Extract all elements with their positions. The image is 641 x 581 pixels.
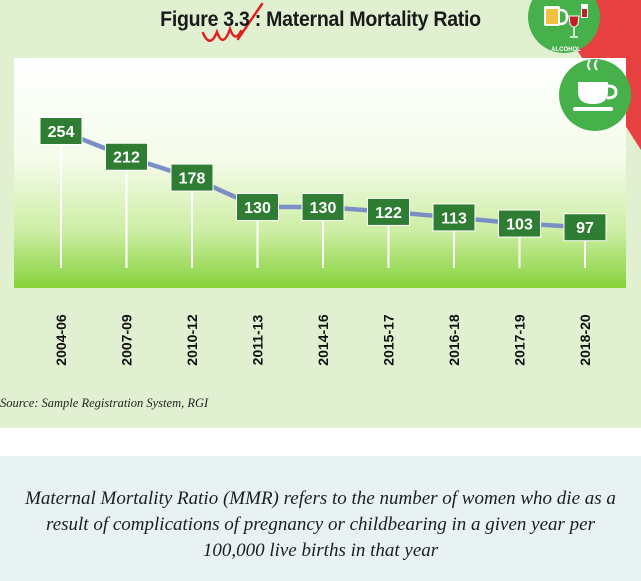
x-tick-2017-19: 2017-19 xyxy=(512,314,528,366)
x-tick-labels: 2004-06 2007-09 2010-12 2011-13 2014-16 2015-… xyxy=(53,314,593,366)
data-label-2011-13: 130 xyxy=(236,193,279,222)
data-label-box-2011-13 xyxy=(236,193,279,222)
x-tick-2004-06: 2004-06 xyxy=(53,314,69,366)
data-label-text-2004-06: 254 xyxy=(48,124,75,141)
alcohol-badge: ALCOHOL xyxy=(528,0,600,53)
data-label-text-2018-20: 97 xyxy=(576,220,594,237)
x-tick-2018-20: 2018-20 xyxy=(577,314,593,366)
data-label-2004-06: 254 xyxy=(39,117,83,145)
definition-panel xyxy=(0,456,641,581)
data-label-box-2007-09 xyxy=(105,142,148,171)
x-tick-2007-09: 2007-09 xyxy=(119,314,135,366)
data-label-text-2014-16: 130 xyxy=(310,200,337,217)
data-label-text-2011-13: 130 xyxy=(244,200,271,217)
data-label-2015-17: 122 xyxy=(367,197,410,226)
data-label-box-2010-12 xyxy=(170,163,214,192)
data-label-box-2017-19 xyxy=(498,209,541,238)
data-labels: 254 212 178 130 130 122 113 103 97 xyxy=(39,117,607,242)
data-label-box-2018-20 xyxy=(563,213,607,242)
data-label-2010-12: 178 xyxy=(170,163,214,192)
data-label-box-2015-17 xyxy=(367,197,410,226)
x-tick-2014-16: 2014-16 xyxy=(315,314,331,366)
alcohol-badge-label: ALCOHOL xyxy=(551,47,581,53)
data-label-box-2004-06 xyxy=(39,117,83,145)
annotation-slash-title xyxy=(236,2,264,41)
tea-badge xyxy=(559,59,631,131)
section-divider xyxy=(0,428,641,456)
x-tick-2011-13: 2011-13 xyxy=(250,314,266,365)
data-label-2007-09: 212 xyxy=(105,142,148,171)
x-tick-2010-12: 2010-12 xyxy=(184,314,200,366)
figure-title: Figure 3.3 : Maternal Mortality Ratio xyxy=(160,8,481,31)
alcohol-icon xyxy=(544,4,588,38)
x-tick-2015-17: 2015-17 xyxy=(381,314,397,366)
data-label-box-2014-16 xyxy=(301,193,345,222)
data-label-text-2017-19: 103 xyxy=(506,217,533,234)
data-label-2016-18: 113 xyxy=(432,203,476,232)
source-note: Source: Sample Registration System, RGI xyxy=(0,396,209,410)
annotation-squiggle-title xyxy=(201,25,243,42)
data-label-text-2007-09: 212 xyxy=(113,150,140,167)
data-label-2018-20: 97 xyxy=(563,213,607,242)
data-label-text-2010-12: 178 xyxy=(179,171,206,188)
data-label-2017-19: 103 xyxy=(498,209,541,238)
data-label-text-2016-18: 113 xyxy=(441,210,467,227)
tea-cup-icon xyxy=(573,59,618,111)
data-label-text-2015-17: 122 xyxy=(375,205,402,222)
data-label-box-2016-18 xyxy=(432,203,476,232)
x-tick-2016-18: 2016-18 xyxy=(446,314,462,366)
plot-area xyxy=(14,58,626,288)
definition-text: Maternal Mortality Ratio (MMR) refers to… xyxy=(25,488,616,561)
data-label-2014-16: 130 xyxy=(301,193,345,222)
